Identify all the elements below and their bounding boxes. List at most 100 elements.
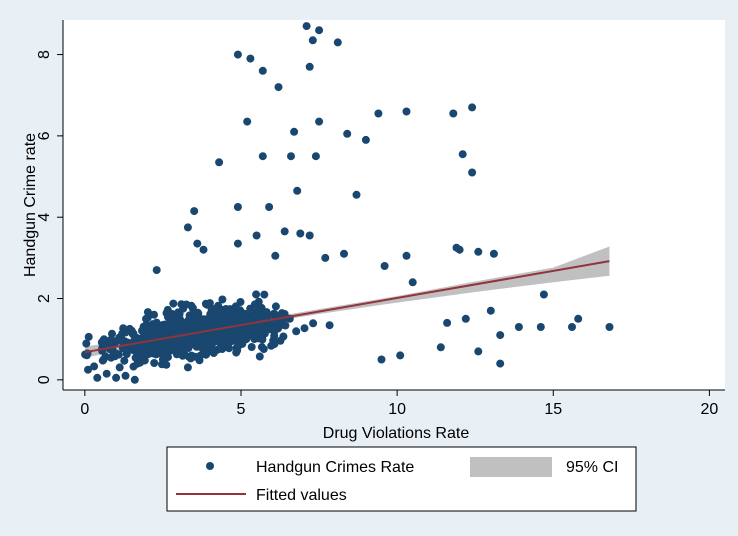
scatter-point (443, 318, 452, 327)
scatter-point (255, 352, 264, 361)
y-tick-label: 6 (36, 131, 53, 140)
scatter-point (106, 336, 115, 345)
scatter-point (115, 363, 124, 372)
scatter-point (169, 299, 178, 308)
legend-label-fit: Fitted values (256, 487, 347, 504)
scatter-point (221, 313, 230, 322)
scatter-point (281, 321, 290, 330)
scatter-point (148, 330, 157, 339)
scatter-point (102, 369, 111, 378)
scatter-point (121, 371, 130, 380)
scatter-point (118, 329, 127, 338)
scatter-point (187, 351, 196, 360)
x-axis-title: Drug Violations Rate (323, 425, 470, 442)
x-tick-label: 0 (80, 401, 89, 418)
fit-line-layer (84, 260, 610, 354)
scatter-point (90, 362, 99, 371)
legend-box (166, 446, 637, 512)
scatter-point (402, 107, 411, 116)
scatter-point (107, 353, 116, 362)
scatter-point (130, 344, 139, 353)
legend-label-ci: 95% CI (566, 459, 618, 476)
scatter-point (305, 62, 314, 71)
scatter-point (177, 300, 186, 309)
scatter-point (193, 239, 202, 248)
scatter-point (218, 295, 227, 304)
scatter-point (228, 308, 237, 317)
scatter-point (164, 347, 173, 356)
scatter-point (496, 359, 505, 368)
scatter-point (536, 323, 545, 331)
x-tick-label: 15 (544, 401, 562, 418)
scatter-point (236, 298, 245, 306)
scatter-point (271, 251, 280, 260)
scatter-point (276, 336, 285, 345)
scatter-point (142, 314, 150, 323)
scatter-point (574, 314, 583, 323)
scatter-point (172, 324, 181, 333)
scatter-point (84, 365, 92, 374)
scatter-point (496, 331, 505, 340)
scatter-point (153, 340, 162, 349)
scatter-point (436, 343, 445, 352)
scatter-point (377, 355, 386, 364)
scatter-point (408, 278, 417, 287)
scatter-point (287, 152, 295, 161)
scatter-point (194, 312, 203, 320)
scatter-point (300, 324, 309, 333)
scatter-point (233, 203, 242, 211)
scatter-point (486, 306, 495, 315)
scatter-point (130, 375, 139, 384)
scatter-point (258, 66, 267, 75)
scatter-point (396, 351, 405, 360)
scatter-point (243, 117, 252, 126)
scatter-point (455, 245, 464, 254)
scatter-point (210, 329, 219, 338)
scatter-point (174, 342, 183, 351)
scatter-point (292, 327, 301, 336)
x-tick-label: 20 (700, 401, 718, 418)
scatter-point (256, 323, 265, 332)
scatter-point (159, 326, 168, 334)
scatter-point (246, 325, 255, 334)
scatter-point (190, 207, 199, 216)
scatter-point (308, 36, 317, 45)
scatter-point (140, 356, 149, 365)
scatter-point (98, 356, 107, 365)
scatter-point (108, 329, 116, 338)
scatter-point (258, 152, 267, 161)
scatter-point (321, 253, 330, 262)
scatter-point (232, 328, 241, 337)
y-tick-label: 4 (36, 213, 53, 222)
y-tick-label: 0 (36, 375, 53, 384)
scatter-point (178, 351, 187, 360)
scatter-point (232, 334, 241, 343)
scatter-point (333, 38, 342, 47)
scatter-point (352, 190, 361, 199)
scatter-point (343, 129, 352, 138)
scatter-point (138, 326, 146, 335)
y-tick-label: 8 (36, 50, 53, 59)
scatter-point (218, 320, 227, 329)
scatter-point (468, 168, 477, 177)
scatter-point (280, 227, 289, 236)
scatter-point (539, 290, 548, 299)
scatter-point (305, 231, 314, 240)
scatter-point (474, 347, 483, 356)
scatter-point (128, 330, 137, 338)
scatter-point (309, 319, 318, 328)
scatter-point (205, 322, 214, 331)
x-tick-label: 10 (388, 401, 406, 418)
scatter-point (112, 373, 121, 382)
scatter-point (271, 310, 279, 319)
scatter-point (82, 339, 91, 348)
scatter-point (203, 348, 212, 357)
scatter-point (489, 249, 498, 258)
scatter-point (183, 363, 192, 372)
scatter-point (311, 152, 320, 161)
scatter-point (315, 117, 324, 126)
scatter-point (315, 26, 324, 35)
x-tick-label: 5 (237, 401, 246, 418)
scatter-point (274, 83, 283, 92)
